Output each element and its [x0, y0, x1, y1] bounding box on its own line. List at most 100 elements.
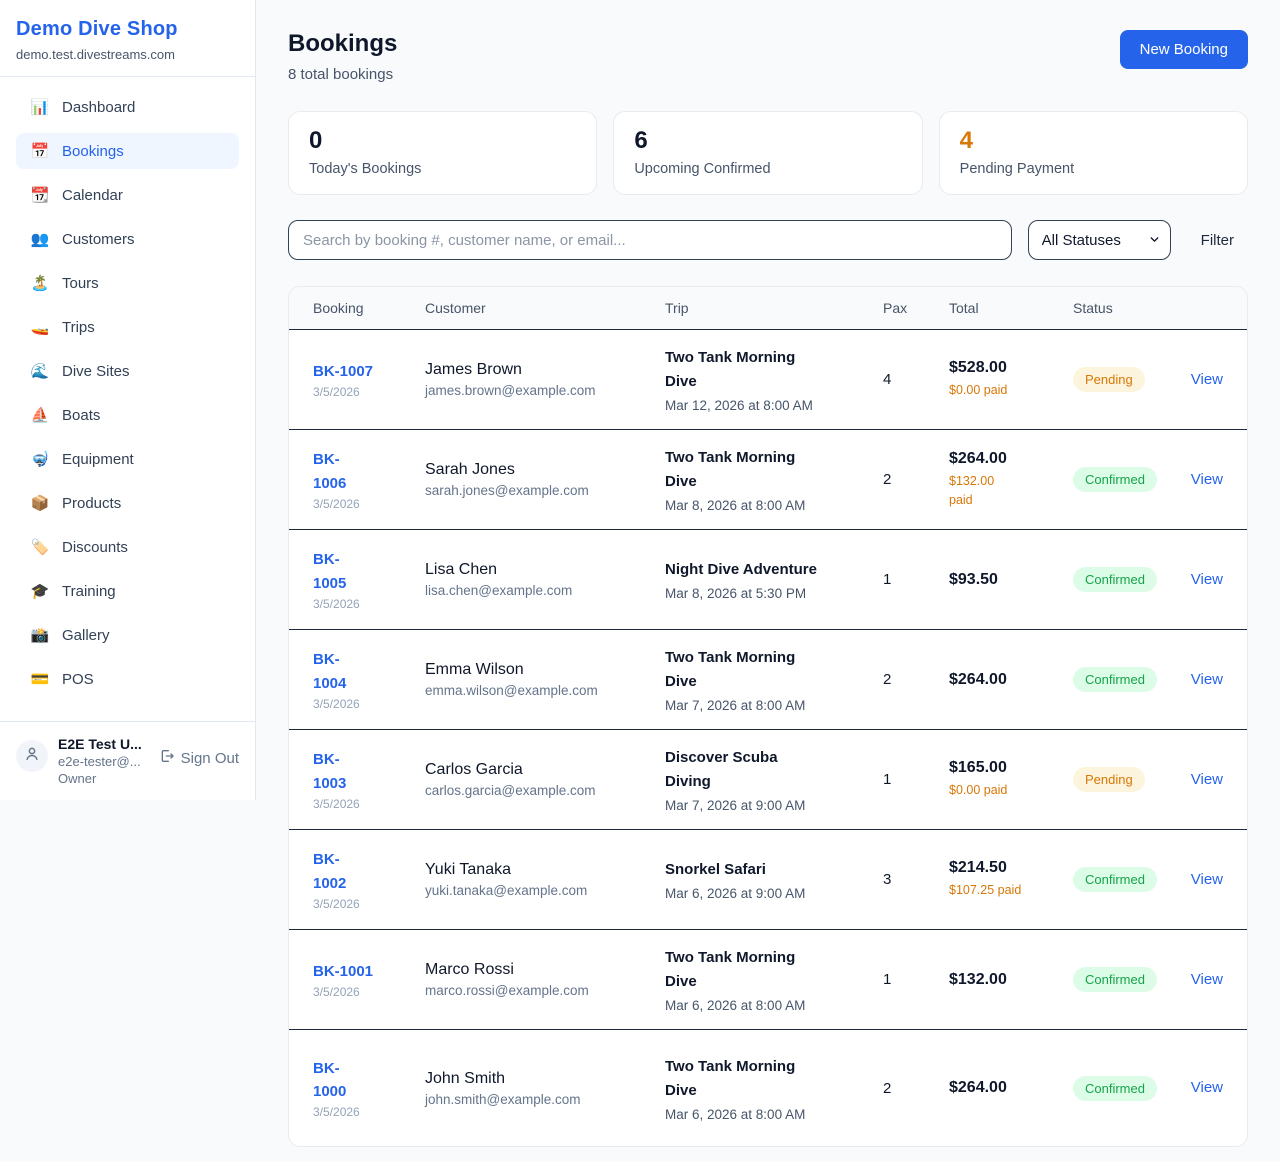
stat-label: Pending Payment — [959, 160, 1075, 177]
booking-date: 3/5/2026 — [313, 985, 360, 1000]
table-row-bk-1001: BK-1001 3/5/2026 Marco Rossi marco.rossi… — [289, 930, 1247, 1030]
cell-booking: BK- 1000 3/5/2026 — [313, 1057, 425, 1120]
booking-id-link[interactable]: BK-1007 — [313, 362, 374, 380]
sidebar-footer: E2E Test U... e2e-tester@... Owner Sign … — [0, 721, 255, 800]
trip-date: Mar 6, 2026 at 8:00 AM — [665, 1106, 806, 1122]
paid-amount: $132.00 paid — [949, 473, 995, 507]
booking-id-link[interactable]: BK-1001 — [313, 962, 374, 980]
status-filter-select[interactable]: All Statuses — [1027, 220, 1171, 260]
status-badge: Pending — [1073, 767, 1145, 792]
column-header-status: Status — [1073, 300, 1113, 316]
view-link[interactable]: View — [1190, 970, 1223, 988]
cell-customer: Carlos Garcia carlos.garcia@example.com — [425, 761, 665, 798]
view-link[interactable]: View — [1190, 670, 1223, 688]
equipment-icon: 🤿 — [30, 451, 50, 468]
stat-card-pending-payment: 4 Pending Payment — [938, 111, 1248, 195]
customer-name: John Smith — [425, 1069, 506, 1087]
cell-trip: Discover Scuba Diving Mar 7, 2026 at 9:0… — [665, 746, 883, 813]
sign-out-icon — [159, 748, 175, 768]
table-row-bk-1006: BK- 1006 3/5/2026 Sarah Jones sarah.jone… — [289, 430, 1247, 530]
sidebar-item-training[interactable]: 🎓 Training — [16, 573, 239, 609]
sidebar: Demo Dive Shop demo.test.divestreams.com… — [0, 0, 256, 800]
new-booking-button[interactable]: New Booking — [1119, 30, 1248, 69]
column-header-booking: Booking — [313, 300, 364, 316]
sidebar-item-bookings[interactable]: 📅 Bookings — [16, 133, 239, 169]
sidebar-nav: 📊 Dashboard 📅 Bookings 📆 Calendar 👥 Cust… — [0, 77, 255, 721]
sidebar-item-calendar[interactable]: 📆 Calendar — [16, 177, 239, 213]
trip-name: Two Tank Morning Dive — [665, 949, 796, 990]
cell-view: View — [1186, 471, 1223, 489]
training-icon: 🎓 — [30, 583, 50, 600]
view-link[interactable]: View — [1190, 370, 1223, 388]
sidebar-item-label: Dashboard — [62, 98, 136, 116]
cell-pax: 2 — [883, 1079, 892, 1097]
cell-pax: 2 — [883, 471, 892, 488]
cell-customer: Emma Wilson emma.wilson@example.com — [425, 661, 665, 698]
cell-customer: Sarah Jones sarah.jones@example.com — [425, 461, 665, 498]
customer-email: james.brown@example.com — [425, 383, 596, 398]
booking-id-link[interactable]: BK- 1006 — [313, 451, 347, 492]
sidebar-item-label: Bookings — [62, 142, 124, 160]
status-badge: Confirmed — [1073, 867, 1157, 892]
page-title: Bookings — [288, 30, 398, 57]
table-row-bk-1003: BK- 1003 3/5/2026 Carlos Garcia carlos.g… — [289, 730, 1247, 830]
sidebar-item-pos[interactable]: 💳 POS — [16, 661, 239, 697]
column-header-trip: Trip — [665, 300, 689, 316]
filter-button[interactable]: Filter — [1187, 224, 1248, 257]
sidebar-item-customers[interactable]: 👥 Customers — [16, 221, 239, 257]
sidebar-item-gallery[interactable]: 📸 Gallery — [16, 617, 239, 653]
view-link[interactable]: View — [1190, 870, 1223, 888]
sidebar-item-dive-sites[interactable]: 🌊 Dive Sites — [16, 353, 239, 389]
cell-status: Confirmed — [1073, 567, 1186, 592]
user-name: E2E Test U... — [58, 736, 142, 752]
view-link[interactable]: View — [1190, 1079, 1223, 1096]
trip-name: Two Tank Morning Dive — [665, 449, 796, 490]
trip-date: Mar 6, 2026 at 9:00 AM — [665, 886, 806, 901]
stat-label: Upcoming Confirmed — [634, 160, 771, 177]
sidebar-item-boats[interactable]: ⛵ Boats — [16, 397, 239, 433]
cell-booking: BK- 1002 3/5/2026 — [313, 848, 425, 911]
sidebar-item-trips[interactable]: 🚤 Trips — [16, 309, 239, 345]
booking-id-link[interactable]: BK- 1002 — [313, 851, 347, 892]
booking-id-link[interactable]: BK- 1005 — [313, 551, 347, 592]
cell-pax: 1 — [883, 971, 892, 988]
search-input[interactable] — [288, 220, 1012, 260]
status-badge: Confirmed — [1073, 1075, 1157, 1101]
cell-trip: Night Dive Adventure Mar 8, 2026 at 5:30… — [665, 558, 883, 601]
stats-row: 0 Today's Bookings 6 Upcoming Confirmed … — [288, 111, 1248, 195]
view-link[interactable]: View — [1190, 570, 1223, 588]
cell-total: $214.50 $107.25 paid — [949, 859, 1073, 900]
column-header-total: Total — [949, 300, 979, 316]
view-link[interactable]: View — [1190, 770, 1223, 788]
sidebar-item-equipment[interactable]: 🤿 Equipment — [16, 441, 239, 477]
sidebar-item-dashboard[interactable]: 📊 Dashboard — [16, 89, 239, 125]
trip-date: Mar 8, 2026 at 5:30 PM — [665, 586, 807, 601]
total-amount: $214.50 — [949, 859, 1007, 877]
cell-view: View — [1186, 971, 1223, 989]
sidebar-item-label: Gallery — [62, 626, 110, 644]
view-link[interactable]: View — [1190, 470, 1223, 488]
booking-id-link[interactable]: BK- 1003 — [313, 751, 347, 792]
table-row-bk-1000: BK- 1000 3/5/2026 John Smith john.smith@… — [289, 1030, 1247, 1146]
sidebar-item-products[interactable]: 📦 Products — [16, 485, 239, 521]
booking-id-link[interactable]: BK- 1004 — [313, 651, 347, 692]
booking-id-link[interactable]: BK- 1000 — [313, 1059, 347, 1100]
cell-customer: John Smith john.smith@example.com — [425, 1070, 665, 1107]
customer-name: Emma Wilson — [425, 661, 524, 678]
boats-icon: ⛵ — [30, 407, 50, 424]
sidebar-item-discounts[interactable]: 🏷️ Discounts — [16, 529, 239, 565]
cell-total: $93.50 — [949, 571, 1073, 589]
column-header-customer: Customer — [425, 300, 486, 316]
brand-name: Demo Dive Shop — [16, 18, 178, 40]
stat-card-today-s-bookings: 0 Today's Bookings — [288, 111, 598, 195]
cell-view: View — [1186, 671, 1223, 689]
sidebar-item-label: POS — [62, 670, 94, 688]
customer-email: john.smith@example.com — [425, 1091, 581, 1107]
sign-out-button[interactable]: Sign Out — [159, 748, 239, 768]
sidebar-item-tours[interactable]: 🏝️ Tours — [16, 265, 239, 301]
paid-amount: $0.00 paid — [949, 383, 1008, 398]
total-amount: $93.50 — [949, 570, 998, 588]
cell-pax: 4 — [883, 371, 892, 388]
cell-total: $165.00 $0.00 paid — [949, 759, 1073, 800]
